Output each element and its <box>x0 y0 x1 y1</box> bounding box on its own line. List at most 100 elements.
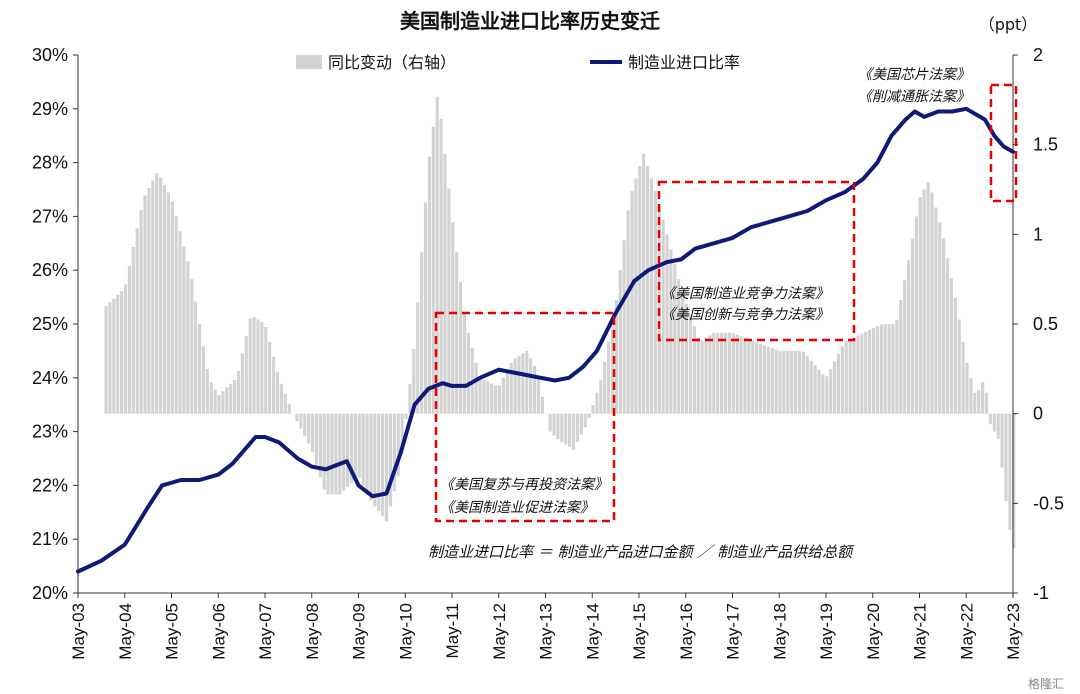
bar <box>197 324 202 414</box>
bar <box>334 413 338 495</box>
bar <box>529 358 533 414</box>
bar <box>369 413 373 501</box>
bar <box>1000 413 1004 468</box>
bar <box>322 413 326 490</box>
bar <box>692 326 696 414</box>
bar <box>906 260 911 414</box>
bar <box>868 329 872 414</box>
bar <box>945 258 950 414</box>
bar <box>583 413 587 428</box>
bar <box>926 182 930 414</box>
bar <box>607 341 611 414</box>
bar <box>552 413 556 436</box>
bar <box>112 298 116 414</box>
bar <box>762 345 767 414</box>
bar <box>723 332 728 414</box>
annotation-2009-line1: 《美国复苏与再投资法案》 <box>440 477 608 493</box>
policy-highlight-box <box>657 180 856 342</box>
annotation-2022-line2: 《削减通胀法案》 <box>858 89 970 105</box>
bar <box>458 282 463 414</box>
bar <box>108 302 112 414</box>
bar <box>178 231 182 414</box>
bar <box>455 252 459 414</box>
bar <box>895 320 899 414</box>
bar <box>209 382 213 414</box>
bar <box>696 337 700 414</box>
bar <box>314 413 319 465</box>
bar <box>194 301 198 414</box>
bar <box>716 332 720 414</box>
bar <box>439 118 443 414</box>
bar <box>981 382 985 414</box>
highlight-boxes <box>434 83 1018 523</box>
annotation-2009-line2: 《美国制造业促进法案》 <box>440 500 594 516</box>
bar <box>887 324 891 414</box>
bar <box>778 350 782 414</box>
left-tick-label: 28% <box>32 153 68 173</box>
annotation-2022-line1: 《美国芯片法案》 <box>858 67 970 83</box>
bar <box>961 341 965 414</box>
bar <box>918 196 922 414</box>
x-tick-label: May-06 <box>209 603 228 660</box>
bar <box>587 413 591 418</box>
bar <box>653 190 657 414</box>
bar <box>131 247 135 414</box>
bar <box>361 413 365 486</box>
bar <box>770 348 774 414</box>
bar <box>229 383 233 414</box>
bar <box>829 368 833 414</box>
bar <box>825 376 829 414</box>
bar <box>186 261 190 414</box>
bar <box>934 207 938 414</box>
x-tick-label: May-05 <box>163 603 182 660</box>
x-tick-label: May-11 <box>443 603 462 658</box>
bar <box>201 346 206 414</box>
bar <box>303 413 307 437</box>
bar <box>957 319 961 414</box>
bar <box>377 413 381 512</box>
bar <box>521 353 525 414</box>
bar <box>560 413 564 443</box>
bar <box>248 318 252 414</box>
bar <box>147 188 151 414</box>
bar <box>420 252 424 414</box>
bar <box>677 279 681 414</box>
bar <box>568 413 572 448</box>
bar <box>139 209 143 414</box>
bar <box>162 185 167 414</box>
bar <box>120 291 124 414</box>
bar <box>564 413 568 445</box>
bar <box>977 389 981 414</box>
bar <box>708 335 712 414</box>
bar <box>614 300 619 414</box>
right-tick-label: -1 <box>1033 583 1049 603</box>
bar <box>930 192 934 414</box>
bar <box>462 312 467 414</box>
left-tick-label: 26% <box>32 260 68 280</box>
bar <box>135 228 139 414</box>
bar <box>256 319 260 414</box>
bar <box>264 326 268 414</box>
right-tick-label: 1 <box>1033 224 1043 244</box>
bar <box>571 413 576 450</box>
bar <box>649 178 654 414</box>
line-series <box>76 106 1015 574</box>
right-tick-label: 0 <box>1033 404 1043 424</box>
legend-bar-swatch <box>296 55 322 69</box>
x-tick-label: May-19 <box>817 603 836 660</box>
bar <box>871 328 876 414</box>
bar <box>268 341 272 414</box>
bar <box>509 362 513 414</box>
bar <box>844 341 848 414</box>
bar <box>817 369 821 414</box>
bar <box>813 365 817 414</box>
bar <box>244 335 248 414</box>
bar <box>252 317 256 414</box>
bar <box>938 222 942 414</box>
right-tick-label: 2 <box>1033 45 1043 65</box>
bar <box>848 339 852 414</box>
bar <box>973 392 977 414</box>
bar <box>684 303 689 414</box>
bar <box>349 413 354 484</box>
bar <box>626 210 630 414</box>
